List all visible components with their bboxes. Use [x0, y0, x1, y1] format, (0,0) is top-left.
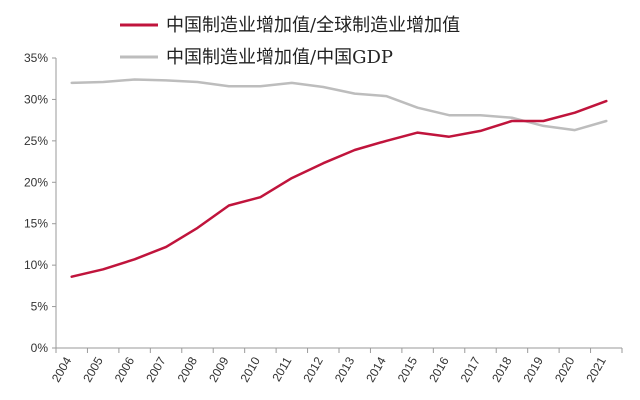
data-point: [511, 120, 513, 122]
x-tick-label: 2017: [458, 354, 484, 384]
data-point: [511, 117, 513, 119]
data-point: [228, 204, 230, 206]
data-point: [605, 100, 607, 102]
legend-label-gdp-share: 中国制造业增加值/中国GDP: [166, 47, 393, 68]
data-point: [133, 258, 135, 260]
data-point: [416, 107, 418, 109]
series-layer: [70, 78, 608, 278]
x-tick-label: 2021: [583, 354, 609, 384]
data-point: [574, 112, 576, 114]
data-point: [542, 120, 544, 122]
x-tick-label: 2011: [269, 354, 294, 384]
x-tick-label: 2008: [175, 354, 201, 384]
legend-item-gdp-share: 中国制造业增加值/中国GDP: [120, 47, 393, 68]
data-point: [385, 95, 387, 97]
data-point: [448, 136, 450, 138]
data-point: [542, 125, 544, 127]
data-point: [259, 85, 261, 87]
data-point: [605, 120, 607, 122]
data-point: [291, 82, 293, 84]
x-tick-label: 2018: [489, 354, 515, 384]
data-point: [165, 246, 167, 248]
y-tick-label: 25%: [24, 134, 48, 148]
legend-label-global-share: 中国制造业增加值/全球制造业增加值: [166, 15, 460, 36]
x-tick-label: 2007: [143, 354, 169, 384]
y-tick-label: 20%: [24, 175, 48, 189]
data-point: [102, 268, 104, 270]
data-point: [102, 81, 104, 83]
x-tick-label: 2010: [238, 354, 264, 384]
x-tick-label: 2012: [300, 354, 326, 384]
y-tick-label: 10%: [24, 258, 48, 272]
data-point: [322, 86, 324, 88]
data-point: [448, 114, 450, 116]
x-tick-label: 2009: [206, 354, 232, 384]
y-tick-label: 0%: [31, 341, 49, 355]
data-point: [133, 78, 135, 80]
x-tick-label: 2020: [552, 354, 578, 384]
data-point: [354, 149, 356, 151]
legend: 中国制造业增加值/全球制造业增加值 中国制造业增加值/中国GDP: [120, 15, 460, 68]
data-point: [71, 276, 73, 278]
y-tick-label: 5%: [31, 300, 49, 314]
x-tick-label: 2014: [363, 354, 389, 384]
axes: 0%5%10%15%20%25%30%35%2004 2005 2006 2007 20…: [24, 51, 623, 385]
x-tick-label: 2016: [426, 354, 452, 384]
data-point: [196, 227, 198, 229]
data-point: [291, 177, 293, 179]
data-point: [165, 79, 167, 81]
x-tick-label: 2004: [49, 354, 75, 384]
data-point: [71, 82, 73, 84]
data-point: [322, 162, 324, 164]
legend-item-global-share: 中国制造业增加值/全球制造业增加值: [120, 15, 460, 36]
y-tick-label: 15%: [24, 217, 48, 231]
y-tick-label: 30%: [24, 92, 48, 106]
data-point: [228, 85, 230, 87]
series-line-global-share: [70, 99, 608, 278]
x-tick-label: 2006: [112, 354, 138, 384]
data-point: [196, 81, 198, 83]
series-line-gdp-share: [70, 78, 608, 132]
data-point: [416, 131, 418, 133]
data-point: [354, 92, 356, 94]
y-tick-label: 35%: [24, 51, 48, 65]
data-point: [574, 129, 576, 131]
x-tick-label: 2019: [521, 354, 547, 384]
data-point: [479, 114, 481, 116]
data-point: [479, 130, 481, 132]
x-tick-label: 2013: [332, 354, 358, 384]
data-point: [259, 196, 261, 198]
x-tick-label: 2005: [80, 354, 106, 384]
data-point: [385, 140, 387, 142]
x-tick-label: 2015: [395, 354, 421, 384]
